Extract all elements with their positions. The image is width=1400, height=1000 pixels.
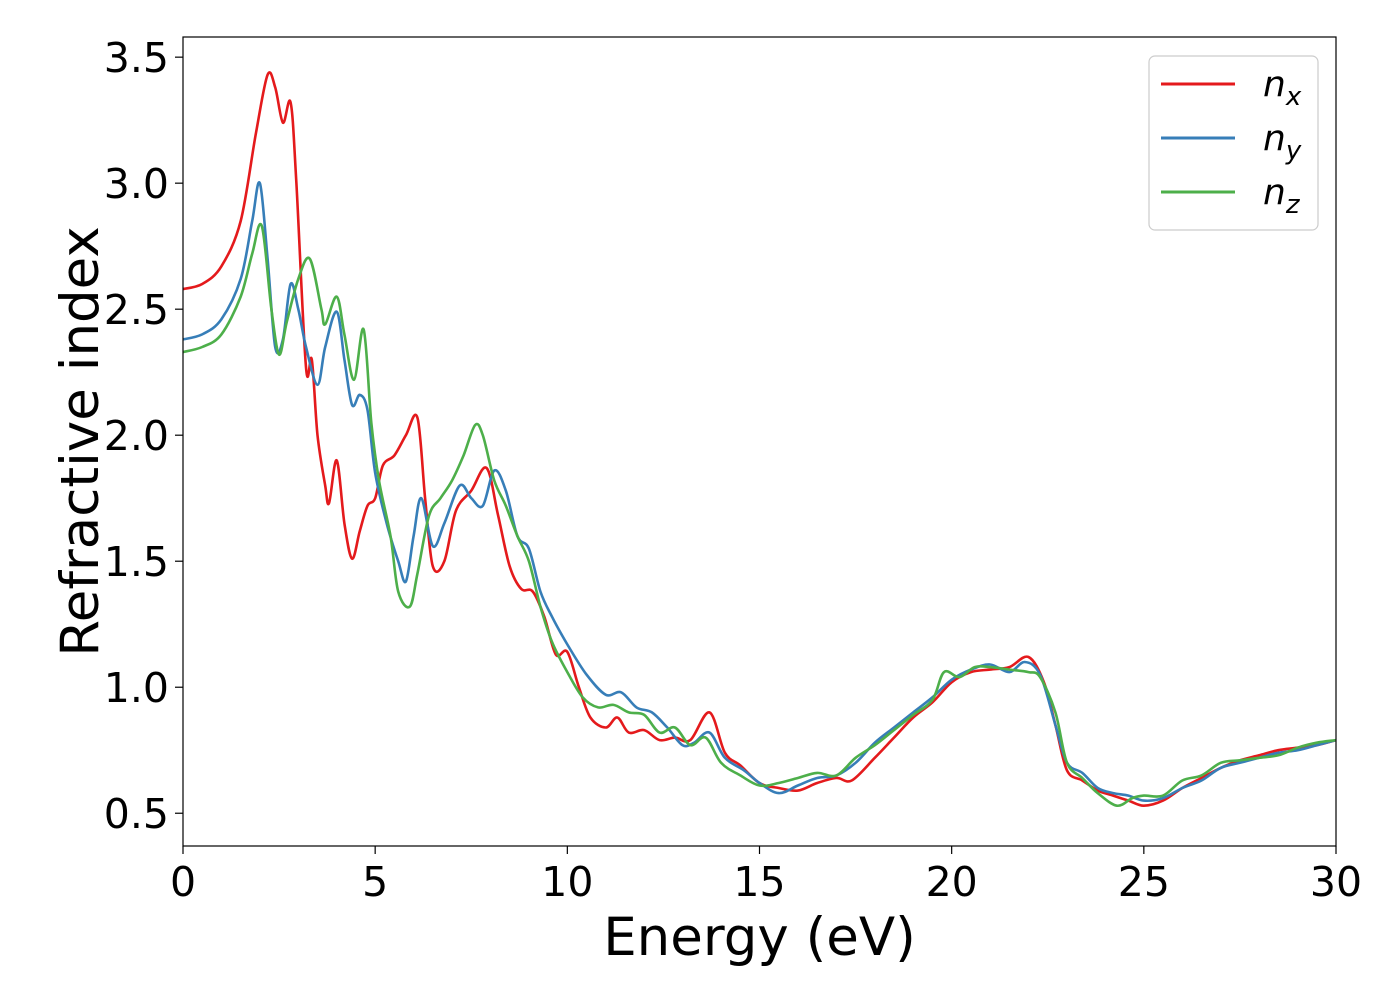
series-line-ny [182, 181, 1337, 803]
legend-label-nz: nz [1263, 172, 1301, 220]
legend: nx ny nz [1148, 55, 1319, 231]
x-tick-label: 0 [170, 858, 196, 906]
y-tick-label: 2.5 [104, 286, 169, 334]
x-tick-label: 5 [362, 858, 388, 906]
legend-label-ny: ny [1263, 118, 1302, 166]
y-axis: 0.5 1.0 1.5 2.0 2.5 3.0 3.5 [104, 34, 183, 838]
x-tick-label: 30 [1310, 858, 1362, 906]
x-tick-label: 10 [541, 858, 593, 906]
legend-box [1148, 55, 1319, 231]
y-tick-label: 3.5 [104, 34, 169, 82]
x-axis: 0 5 10 15 20 25 30 [170, 846, 1362, 906]
y-tick-label: 0.5 [104, 790, 169, 838]
y-tick-label: 2.0 [104, 412, 169, 460]
y-tick-label: 3.0 [104, 160, 169, 208]
y-tick-label: 1.0 [104, 664, 169, 712]
x-tick-label: 25 [1118, 858, 1170, 906]
y-tick-label: 1.5 [104, 538, 169, 586]
series-line-nz [182, 222, 1337, 808]
series-layer [182, 71, 1337, 808]
legend-label-nx: nx [1263, 64, 1302, 112]
x-tick-label: 20 [926, 858, 978, 906]
x-tick-label: 15 [733, 858, 785, 906]
series-line-nx [182, 71, 1337, 807]
y-axis-label: Refractive index [50, 226, 111, 656]
x-axis-label: Energy (eV) [603, 907, 916, 968]
